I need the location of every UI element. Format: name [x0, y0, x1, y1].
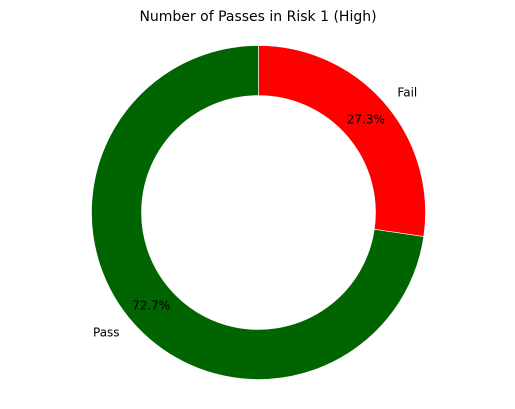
- donut-slices: [91, 46, 425, 380]
- slice-pct-pass: 72.7%: [132, 298, 170, 312]
- slice-label-pass: Pass: [93, 326, 120, 340]
- slice-pct-fail: 27.3%: [347, 113, 385, 127]
- chart-title: Number of Passes in Risk 1 (High): [139, 9, 376, 25]
- slice-fail: [259, 46, 426, 237]
- slice-label-fail: Fail: [397, 85, 417, 99]
